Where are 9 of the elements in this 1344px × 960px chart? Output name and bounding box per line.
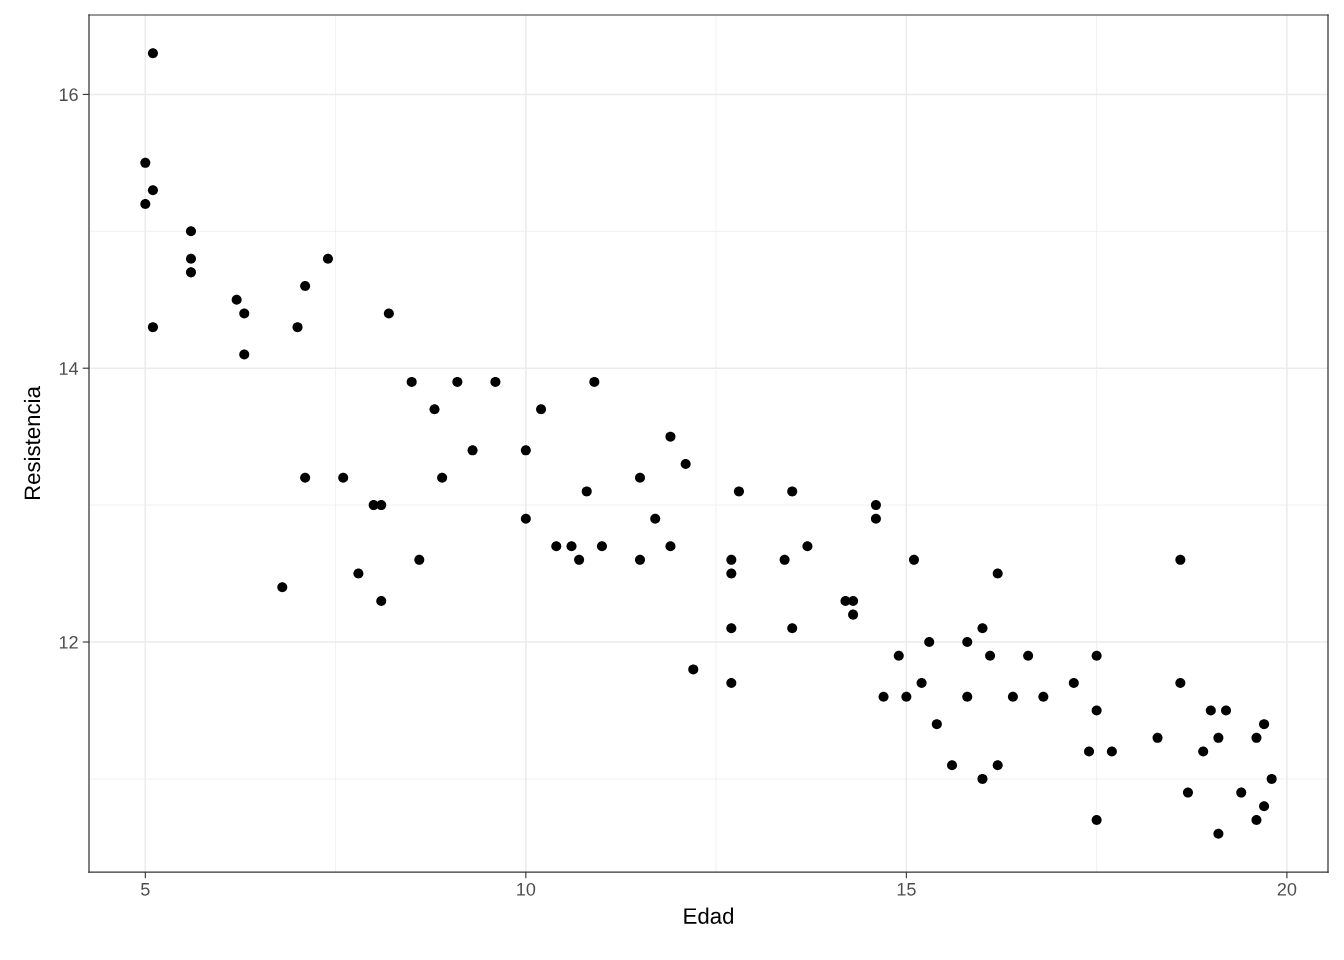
x-tick-label: 5 xyxy=(141,883,150,896)
y-tick-label: 12 xyxy=(59,635,78,649)
x-axis-title: Edad xyxy=(684,907,734,924)
y-tick-label: 16 xyxy=(59,88,78,102)
y-axis-title: Resistencia xyxy=(23,386,41,500)
y-tick-label: 14 xyxy=(59,362,79,375)
x-tick-label: 20 xyxy=(1277,882,1297,896)
x-tick-label: 10 xyxy=(517,882,536,896)
x-tick-label: 15 xyxy=(897,883,916,896)
